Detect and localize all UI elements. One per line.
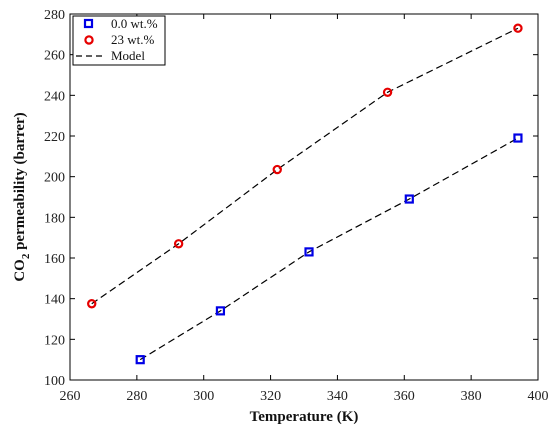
y-tick-label: 260 (44, 49, 65, 64)
y-tick-label: 280 (44, 8, 65, 23)
data-point-square (404, 194, 414, 204)
data-point-circle (87, 299, 97, 309)
data-point-circle (513, 23, 523, 33)
x-tick-label: 280 (126, 389, 147, 404)
y-tick-label: 140 (44, 293, 65, 308)
data-point-circle (272, 164, 282, 175)
x-tick-label: 340 (327, 389, 348, 404)
legend-label-model: Model (111, 48, 145, 63)
model-lines (91, 27, 519, 361)
y-tick-label: 120 (44, 333, 65, 348)
y-tick-label: 160 (44, 252, 65, 267)
plot-area (69, 13, 539, 381)
y-axis-title: CO2 permeability (barrer) (12, 112, 32, 281)
model-line (139, 137, 519, 361)
legend-marker-square (83, 18, 94, 29)
x-axis-title: Temperature (K) (250, 409, 359, 425)
data-point-square (304, 247, 314, 257)
legend-box (72, 15, 166, 66)
legend-label-series-1: 0.0 wt.% (111, 16, 158, 31)
x-tick-label: 380 (461, 389, 482, 404)
legend-label-series-2: 23 wt.% (111, 32, 155, 47)
axis-ticks: 260 280 300 320 340 360 380 400 100 120 140 160 180 2… (44, 8, 549, 404)
data-point-circle (173, 239, 184, 249)
data-point-square (215, 306, 226, 316)
data-point-square (135, 355, 145, 365)
y-tick-label: 200 (44, 171, 65, 186)
x-tick-label: 260 (60, 389, 81, 404)
y-tick-label: 100 (44, 374, 65, 389)
data-markers (87, 23, 523, 365)
legend: 0.0 wt.% 23 wt.% Model (72, 15, 166, 66)
x-tick-label: 320 (260, 389, 281, 404)
data-point-circle (382, 87, 393, 97)
x-tick-label: 360 (394, 389, 415, 404)
y-tick-label: 240 (44, 89, 65, 104)
y-tick-label: 220 (44, 130, 65, 145)
y-tick-label: 180 (44, 211, 65, 226)
model-line (91, 27, 519, 305)
x-tick-label: 300 (193, 389, 214, 404)
legend-marker-circle (84, 35, 94, 45)
data-point-square (513, 133, 523, 143)
x-tick-label: 400 (528, 389, 549, 404)
